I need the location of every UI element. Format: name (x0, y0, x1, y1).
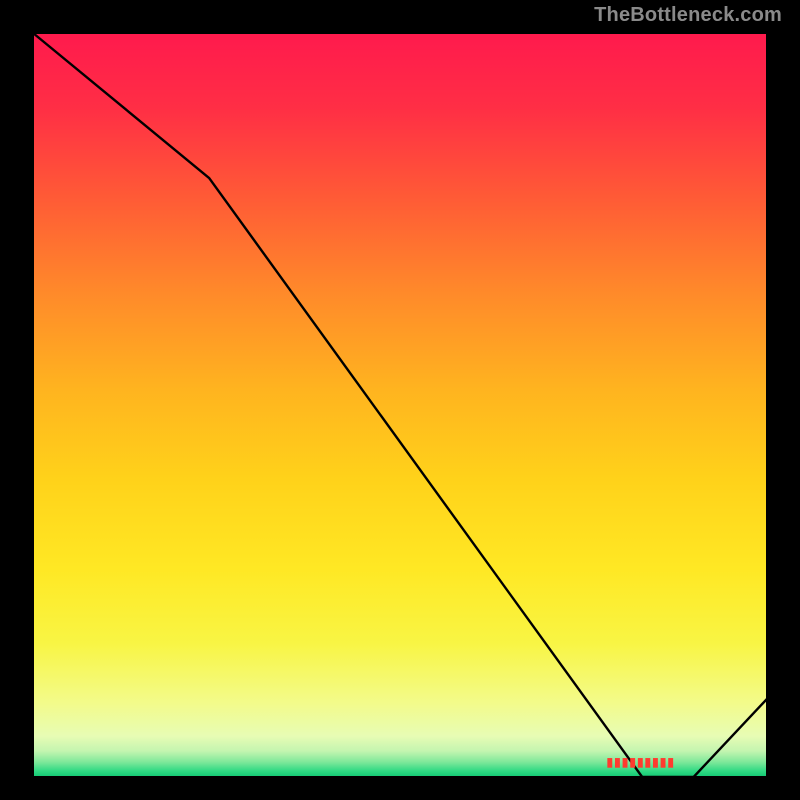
chart-svg: ▮▮▮▮▮▮▮▮▮ (0, 0, 800, 800)
plot-background (33, 33, 767, 777)
optimal-marker: ▮▮▮▮▮▮▮▮▮ (607, 755, 675, 769)
chart-stage: ▮▮▮▮▮▮▮▮▮ TheBottleneck.com (0, 0, 800, 800)
watermark-text: TheBottleneck.com (594, 4, 782, 27)
